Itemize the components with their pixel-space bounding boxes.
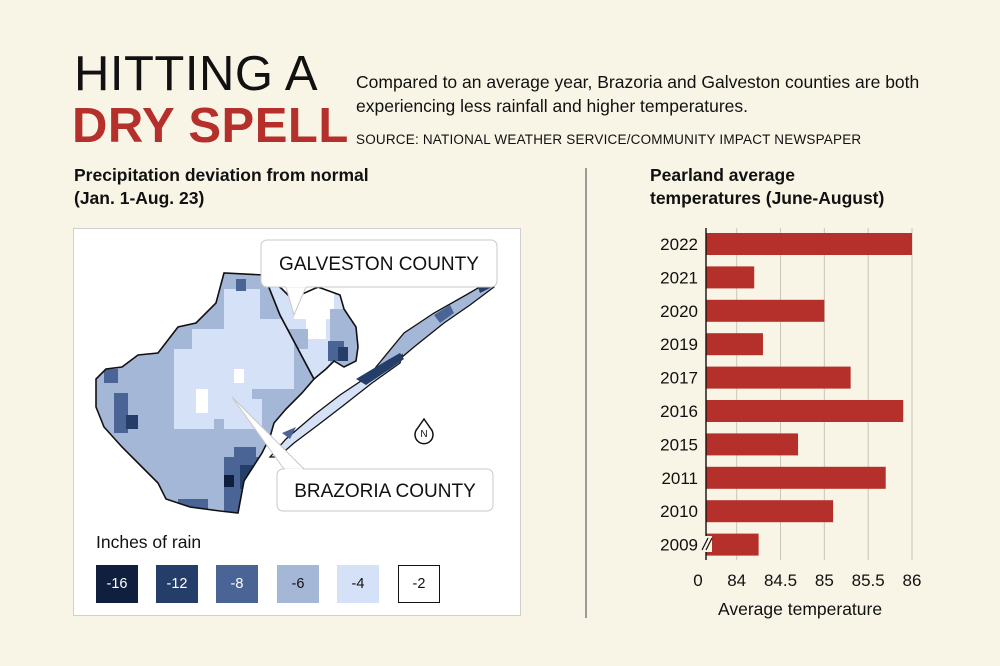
brazoria-border xyxy=(95,272,315,514)
category-label: 2022 xyxy=(660,235,698,254)
map-title-line1: Precipitation deviation from normal xyxy=(74,165,369,185)
map-panel: N GALVESTON COUNTY BRAZORIA COUNTY xyxy=(73,228,521,616)
x-tick-label: 0 xyxy=(693,571,702,590)
temperature-bar-chart: 2022 2021 2020 2019 2017 2016 2015 2011 2010 2009… xyxy=(660,228,921,590)
category-labels: 2022 2021 2020 2019 2017 2016 2015 2011 2010 2009 xyxy=(660,235,698,555)
brazoria-label: BRAZORIA COUNTY xyxy=(294,481,476,502)
bar-2011 xyxy=(706,466,886,489)
island-mid-patch xyxy=(282,427,296,439)
legend-label: -2 xyxy=(412,576,426,592)
x-axis-title: Average temperature xyxy=(718,599,883,619)
category-label: 2021 xyxy=(660,268,698,287)
category-label: 2016 xyxy=(660,402,698,421)
legend-swatch-12: -12 xyxy=(156,565,198,603)
bolivar-peninsula xyxy=(374,280,495,370)
title-line1: HITTING A xyxy=(74,47,319,101)
x-tick-label: 86 xyxy=(903,571,922,590)
x-tick-label: 85 xyxy=(815,571,834,590)
bar-2010 xyxy=(706,500,834,523)
panel-divider xyxy=(585,168,587,618)
x-tick-label: 84.5 xyxy=(764,571,797,590)
map-title: Precipitation deviation from normal (Jan… xyxy=(74,164,369,210)
galveston-label: GALVESTON COUNTY xyxy=(279,254,479,275)
category-label: 2009 xyxy=(660,536,698,555)
legend-label: -4 xyxy=(351,576,365,592)
legend-label: -12 xyxy=(166,576,188,592)
legend-label: -8 xyxy=(230,576,244,592)
chart-title: Pearland average temperatures (June-Augu… xyxy=(650,164,884,210)
north-arrow-icon: N xyxy=(414,417,434,445)
peninsula-dark-patch xyxy=(434,305,454,323)
legend-swatch-8: -8 xyxy=(216,565,258,603)
category-label: 2015 xyxy=(660,435,698,454)
category-label: 2010 xyxy=(660,502,698,521)
bar-2015 xyxy=(706,433,799,456)
bar-2022 xyxy=(706,233,912,255)
island-dark-patch xyxy=(356,353,404,385)
brazoria-callout: BRAZORIA COUNTY xyxy=(231,396,494,512)
map-title-line2: (Jan. 1-Aug. 23) xyxy=(74,188,205,208)
bar-2021 xyxy=(706,266,755,289)
bar-2016 xyxy=(706,400,904,422)
chart-title-line1: Pearland average xyxy=(650,165,795,185)
legend-swatch-16: -16 xyxy=(96,565,138,603)
bar-2017 xyxy=(706,366,851,389)
category-label: 2011 xyxy=(661,469,698,488)
galveston-callout: GALVESTON COUNTY xyxy=(260,239,498,317)
legend-label: -16 xyxy=(106,576,128,592)
bars xyxy=(706,233,912,556)
subtitle: Compared to an average year, Brazoria an… xyxy=(356,72,920,116)
x-tick-label: 84 xyxy=(727,571,746,590)
north-label: N xyxy=(420,429,427,440)
title-line2: DRY SPELL xyxy=(72,99,349,153)
x-tick-labels: 0 84 84.5 85 85.5 86 xyxy=(693,571,921,590)
legend-label: -6 xyxy=(291,576,305,592)
category-label: 2019 xyxy=(660,335,698,354)
precipitation-map: N GALVESTON COUNTY BRAZORIA COUNTY xyxy=(95,239,498,514)
legend-title: Inches of rain xyxy=(96,532,202,552)
chart-title-line2: temperatures (June-August) xyxy=(650,188,885,208)
category-label: 2017 xyxy=(660,369,698,388)
bar-2009 xyxy=(706,533,759,556)
category-label: 2020 xyxy=(660,302,698,321)
bar-2019 xyxy=(706,333,763,356)
axis-break-icon xyxy=(700,536,713,552)
legend-swatch-4: -4 xyxy=(337,565,379,603)
legend-swatch-6: -6 xyxy=(277,565,319,603)
x-tick-label: 85.5 xyxy=(852,571,885,590)
bar-2020 xyxy=(706,299,825,322)
source-note: SOURCE: NATIONAL WEATHER SERVICE/COMMUNI… xyxy=(356,132,862,147)
legend-swatch-2: -2 xyxy=(398,565,440,603)
